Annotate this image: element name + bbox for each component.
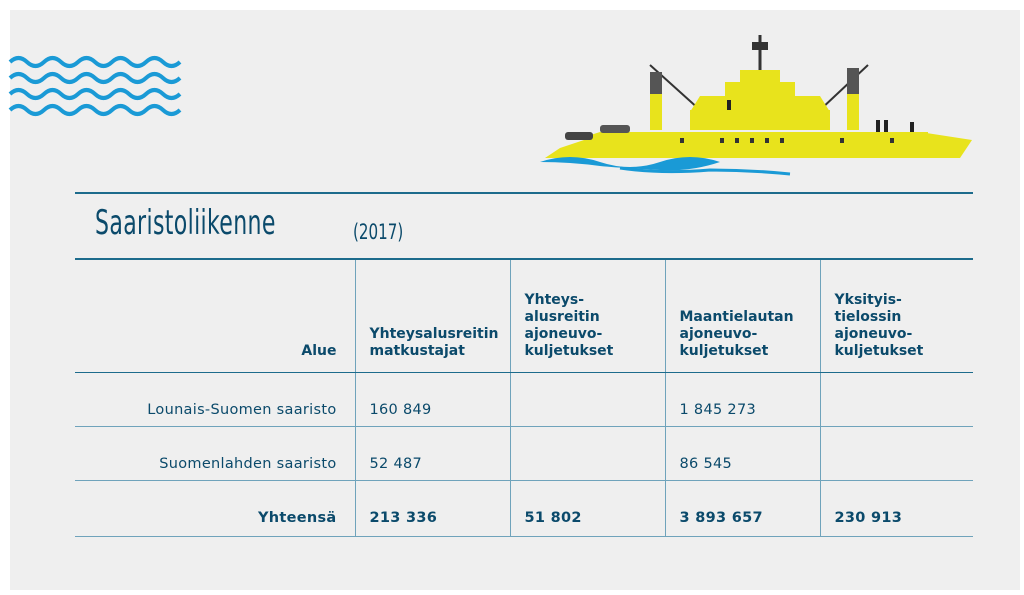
row-label: Lounais-Suomen saaristo (75, 372, 355, 427)
total-row: Yhteensä 213 336 51 802 3 893 657 230 913 (75, 480, 973, 537)
cell (819, 426, 973, 481)
data-table: Alue Yhteysalusreitin matkustajat Yhteys-al… (75, 258, 973, 537)
header-line: ajoneuvo- (834, 326, 913, 342)
header-line: alusreitin (524, 309, 600, 325)
total-cell: 230 913 (819, 480, 973, 537)
total-cell: 3 893 657 (664, 480, 820, 537)
header-line: ajoneuvo- (524, 326, 603, 342)
header-line: Yksityis- (834, 292, 902, 308)
column-header: Yhteysalusreitin matkustajat (354, 258, 510, 373)
header-line: tielossin (834, 309, 902, 325)
header-line: ajoneuvo- (679, 326, 758, 342)
total-cell: 213 336 (354, 480, 510, 537)
total-label: Yhteensä (75, 480, 355, 537)
cell: 160 849 (354, 372, 510, 427)
header-line: kuljetukset (834, 343, 924, 359)
cell: 1 845 273 (664, 372, 820, 427)
subtitle: (2017) (353, 220, 404, 244)
cell: 86 545 (664, 426, 820, 481)
title-text: Saaristoliikenne (95, 203, 276, 243)
cell (819, 372, 973, 427)
cell (509, 372, 665, 427)
table-row: Lounais-Suomen saaristo 160 849 1 845 273 (75, 372, 973, 427)
header-line: Alue (301, 343, 337, 359)
header-line: Maantielautan (679, 309, 794, 325)
table-row: Suomenlahden saaristo 52 487 86 545 (75, 426, 973, 481)
column-header: Yhteys-alusreitin ajoneuvo-kuljetukset (509, 258, 665, 373)
row-label: Suomenlahden saaristo (75, 426, 355, 481)
header-line: kuljetukset (524, 343, 614, 359)
cell (509, 426, 665, 481)
column-header: Yksityis-tielossin ajoneuvo-kuljetukset (819, 258, 973, 373)
header-line: matkustajat (369, 343, 465, 359)
title: Saaristoliikenne (2017) (95, 203, 403, 244)
header-line: Yhteys- (524, 292, 585, 308)
waves (8, 56, 182, 116)
total-cell: 51 802 (509, 480, 665, 537)
header-line: Yhteysalusreitin (369, 326, 499, 342)
column-header: Maantielautan ajoneuvo-kuljetukset (664, 258, 820, 373)
header-line: kuljetukset (679, 343, 769, 359)
header-row: Alue Yhteysalusreitin matkustajat Yhteys-al… (75, 258, 973, 373)
cell: 52 487 (354, 426, 510, 481)
ferry (540, 35, 972, 176)
title-rule (75, 192, 973, 194)
decoration (8, 35, 972, 176)
column-header: Alue (75, 258, 355, 373)
